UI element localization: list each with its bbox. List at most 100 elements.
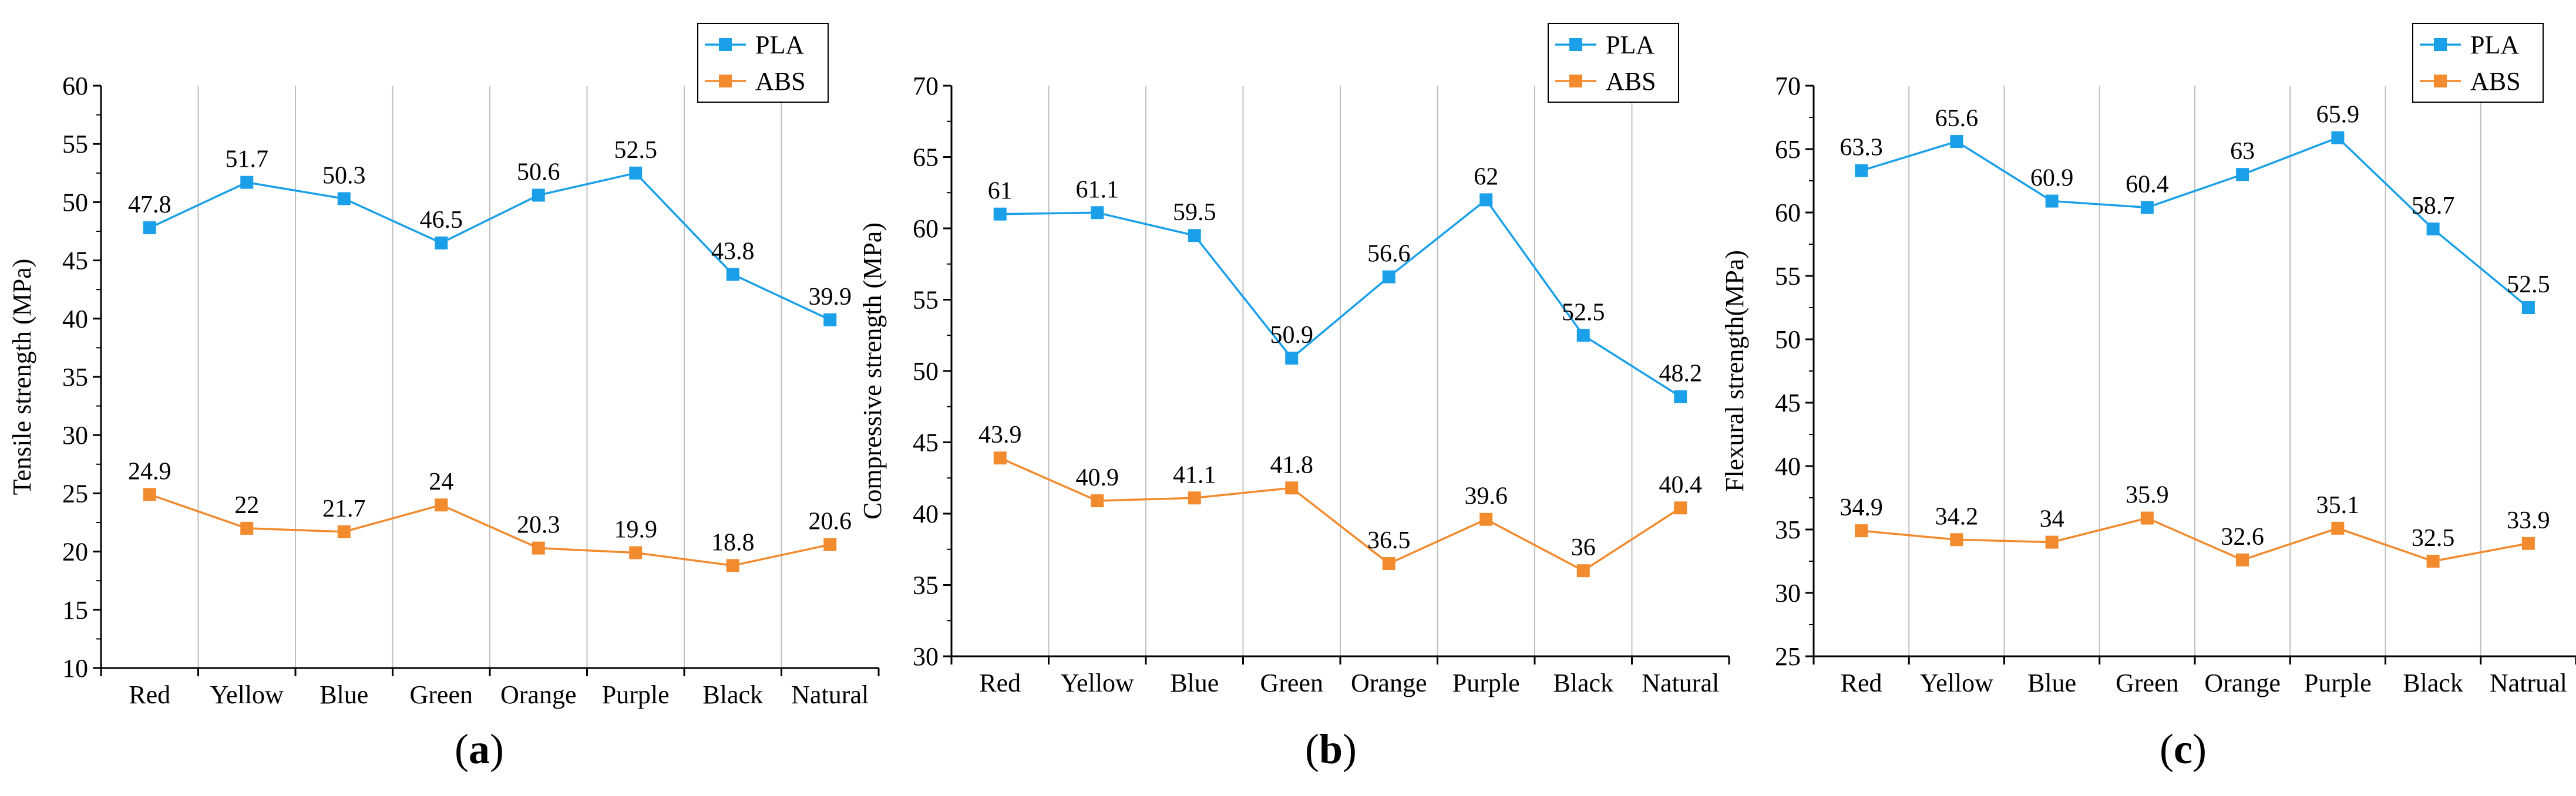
- panel-label: (b): [1305, 726, 1357, 773]
- y-tick-label: 10: [62, 654, 88, 683]
- data-label-pla: 60.4: [2126, 171, 2169, 198]
- data-label-abs: 24: [429, 468, 453, 495]
- data-point-pla: [143, 221, 156, 235]
- data-label-abs: 34.9: [1839, 494, 1883, 521]
- data-point-pla: [2331, 131, 2345, 144]
- legend-marker-pla: [1569, 38, 1582, 51]
- panel-label-part: (: [2160, 726, 2174, 773]
- data-label-pla: 48.2: [1659, 360, 1703, 387]
- y-tick-label: 30: [913, 642, 939, 671]
- data-point-pla: [726, 268, 739, 281]
- panel-label-part: (: [455, 726, 469, 773]
- x-tick-label: Natrual: [2490, 669, 2567, 697]
- data-point-abs: [1188, 491, 1201, 505]
- data-point-abs: [629, 546, 643, 559]
- data-point-abs: [1950, 533, 1963, 547]
- data-point-abs: [143, 488, 156, 501]
- data-label-pla: 51.7: [226, 146, 269, 173]
- data-label-abs: 40.4: [1659, 471, 1703, 498]
- y-tick-label: 45: [62, 247, 88, 275]
- panel-label: (c): [2160, 726, 2207, 773]
- data-point-abs: [1674, 501, 1687, 515]
- data-label-pla: 58.7: [2412, 193, 2455, 220]
- data-label-pla: 60.9: [2030, 165, 2074, 192]
- data-point-abs: [823, 538, 837, 551]
- x-tick-label: Yellow: [1061, 669, 1134, 697]
- data-label-abs: 41.8: [1270, 451, 1314, 478]
- x-tick-label: Red: [979, 669, 1021, 697]
- data-label-abs: 21.7: [322, 495, 366, 522]
- data-label-abs: 20.3: [517, 512, 560, 539]
- data-label-pla: 50.9: [1270, 322, 1314, 349]
- y-tick-label: 60: [913, 214, 939, 243]
- data-point-pla: [337, 192, 351, 205]
- x-tick-label: Red: [1841, 669, 1882, 697]
- panel-label-part: ): [1343, 726, 1357, 773]
- data-label-pla: 65.9: [2316, 102, 2360, 129]
- data-point-abs: [1285, 481, 1299, 495]
- data-point-abs: [2426, 555, 2440, 568]
- data-label-abs: 40.9: [1076, 464, 1119, 491]
- data-point-abs: [337, 525, 351, 538]
- data-label-pla: 47.8: [128, 191, 171, 218]
- data-label-abs: 32.6: [2221, 524, 2264, 551]
- data-point-abs: [1576, 564, 1590, 578]
- data-label-abs: 34: [2040, 506, 2064, 533]
- data-point-pla: [629, 166, 643, 180]
- data-point-pla: [2140, 201, 2154, 214]
- data-label-pla: 52.5: [2507, 271, 2550, 298]
- data-point-pla: [1382, 270, 1395, 284]
- data-point-pla: [1855, 164, 1868, 177]
- data-label-pla: 56.6: [1367, 241, 1411, 268]
- data-label-abs: 24.9: [128, 458, 171, 485]
- y-tick-label: 20: [62, 538, 88, 566]
- series-line-pla: [149, 171, 830, 321]
- data-label-pla: 65.6: [1935, 105, 1979, 132]
- data-point-pla: [2045, 194, 2059, 208]
- data-label-pla: 43.8: [711, 238, 755, 265]
- data-point-pla: [1674, 390, 1687, 403]
- data-label-pla: 63: [2230, 138, 2255, 165]
- data-point-pla: [435, 236, 448, 249]
- legend-box: [2412, 23, 2544, 103]
- y-tick-label: 55: [62, 130, 88, 158]
- data-label-abs: 22: [234, 492, 259, 519]
- x-tick-label: Yellow: [210, 680, 284, 709]
- legend-marker-abs: [1569, 75, 1582, 87]
- panel-label-part: (: [1305, 726, 1319, 773]
- x-tick-label: Purple: [2304, 669, 2372, 697]
- y-tick-label: 40: [1775, 452, 1801, 481]
- data-label-pla: 61.1: [1076, 176, 1119, 203]
- y-tick-label: 30: [1775, 579, 1801, 608]
- data-point-abs: [993, 451, 1007, 465]
- data-point-pla: [2236, 168, 2249, 181]
- panel-label-part: c: [2174, 726, 2192, 773]
- data-label-pla: 50.3: [322, 162, 366, 189]
- y-tick-label: 35: [1775, 515, 1801, 544]
- x-tick-label: Blue: [1170, 669, 1219, 697]
- y-tick-label: 35: [913, 571, 939, 600]
- y-tick-label: 45: [913, 429, 939, 457]
- data-label-pla: 52.5: [1562, 299, 1605, 326]
- legend-label-abs: ABS: [2470, 67, 2521, 96]
- y-tick-label: 55: [1775, 262, 1801, 291]
- data-point-pla: [1188, 229, 1201, 242]
- data-point-abs: [2045, 535, 2059, 549]
- data-label-abs: 36: [1571, 534, 1596, 561]
- data-point-pla: [1479, 193, 1493, 207]
- data-label-pla: 52.5: [614, 137, 658, 164]
- data-point-abs: [1855, 524, 1868, 538]
- data-point-pla: [1091, 206, 1104, 220]
- y-tick-label: 50: [62, 188, 88, 217]
- data-point-pla: [993, 207, 1007, 221]
- data-label-pla: 62: [1474, 163, 1498, 190]
- x-tick-label: Green: [410, 680, 473, 709]
- x-tick-label: Orange: [2204, 669, 2281, 697]
- panel-label-part: ): [2192, 726, 2207, 773]
- data-label-abs: 35.1: [2316, 492, 2360, 519]
- x-tick-label: Purple: [1452, 669, 1520, 697]
- x-tick-label: Yellow: [1920, 669, 1993, 697]
- legend-marker-abs: [2434, 75, 2447, 87]
- y-tick-label: 25: [1775, 642, 1801, 671]
- data-label-pla: 61: [988, 178, 1013, 205]
